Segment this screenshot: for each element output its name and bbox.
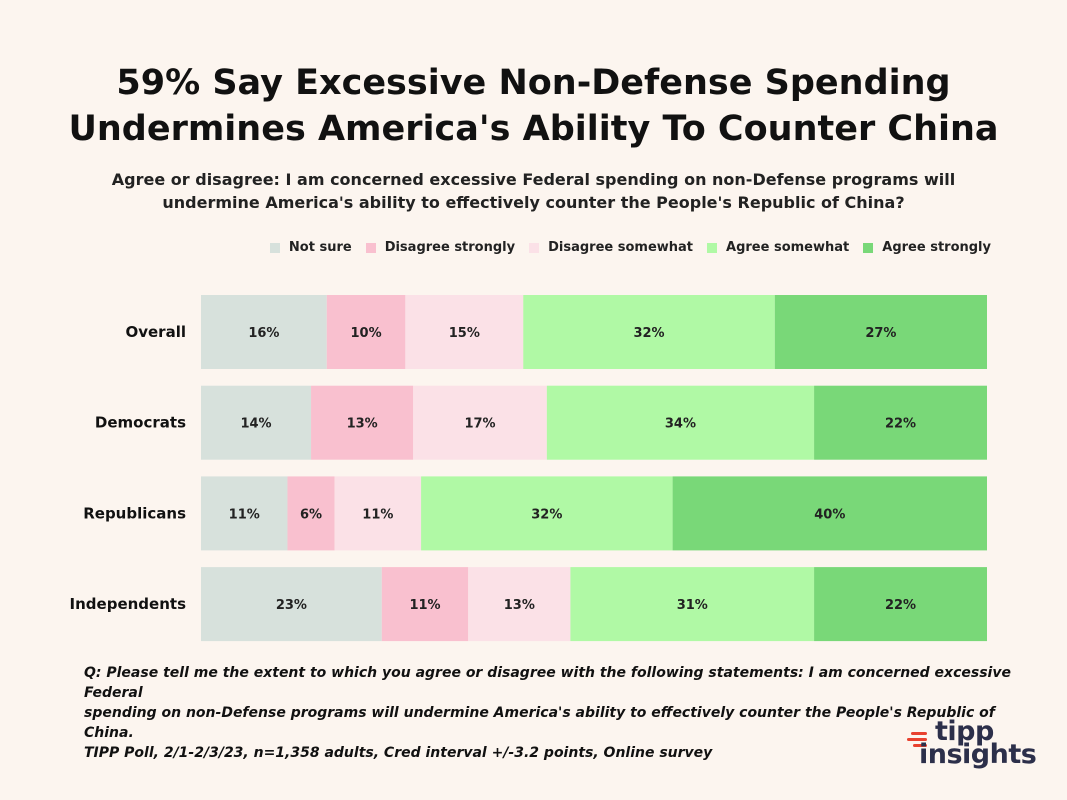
chart-title: 59% Say Excessive Non-Defense Spending U… [0,60,1067,152]
bar-segment-democrats-disagree-strongly [311,385,414,460]
data-label-democrats-agree-somewhat: 34% [665,417,696,432]
bar-segment-republicans-disagree-strongly [287,476,335,551]
bar-segment-democrats-disagree-somewhat [413,385,547,460]
bar-segment-independents-agree-strongly [814,567,987,642]
legend-item-disagree-somewhat: Disagree somewhat [529,240,693,255]
footnote-line-2: spending on non-Defense programs will un… [84,705,995,741]
data-label-republicans-disagree-somewhat: 11% [362,507,393,522]
tipp-insights-logo: tipp insights [907,716,1057,772]
legend-label-agree-somewhat: Agree somewhat [726,240,850,255]
logo-speed-lines-icon [907,726,931,747]
legend-item-agree-strongly: Agree strongly [863,240,991,255]
chart-subtitle-line-1: Agree or disagree: I am concerned excess… [111,170,956,189]
logo-text-insights: insights [919,739,1037,770]
legend-swatch-agree-somewhat [707,242,718,253]
data-label-overall-disagree-somewhat: 15% [449,326,480,341]
bar-segment-overall-not-sure [201,295,327,369]
bar-segment-independents-agree-somewhat [570,567,815,642]
bar-segment-independents-disagree-strongly [381,567,469,642]
data-label-overall-disagree-strongly: 10% [350,326,381,341]
category-label-overall: Overall [125,323,186,341]
logo-text-tipp: tipp [935,716,994,747]
data-label-overall-agree-strongly: 27% [865,326,896,341]
data-label-republicans-agree-somewhat: 32% [531,507,562,522]
data-label-democrats-agree-strongly: 22% [885,417,916,432]
chart-legend: Not sure Disagree strongly Disagree some… [256,240,991,255]
data-label-independents-disagree-strongly: 11% [409,598,440,613]
data-label-overall-agree-somewhat: 32% [633,326,664,341]
legend-swatch-disagree-strongly [365,242,376,253]
legend-item-not-sure: Not sure [269,240,352,255]
bar-segment-overall-disagree-somewhat [405,295,524,369]
legend-label-agree-strongly: Agree strongly [882,240,991,255]
bar-segment-independents-not-sure [201,567,382,642]
data-label-democrats-disagree-strongly: 13% [347,417,378,432]
data-label-independents-agree-somewhat: 31% [677,598,708,613]
chart-title-line-2: Undermines America's Ability To Counter … [68,109,999,149]
bar-segment-independents-disagree-somewhat [468,567,571,642]
legend-label-disagree-strongly: Disagree strongly [384,240,516,255]
legend-label-not-sure: Not sure [288,240,352,255]
legend-item-disagree-strongly: Disagree strongly [365,240,516,255]
bar-segment-democrats-agree-somewhat [546,385,815,460]
bar-segment-republicans-not-sure [201,476,288,551]
bar-segment-republicans-agree-somewhat [421,476,673,551]
chart-title-line-1: 59% Say Excessive Non-Defense Spending [116,63,951,103]
legend-item-agree-somewhat: Agree somewhat [707,240,849,255]
bar-segment-republicans-agree-strongly [672,476,987,551]
category-label-independents: Independents [70,595,187,613]
legend-swatch-agree-strongly [863,242,874,253]
data-label-independents-disagree-somewhat: 13% [504,598,535,613]
bar-segment-republicans-disagree-somewhat [334,476,422,551]
data-label-republicans-agree-strongly: 40% [814,507,845,522]
legend-swatch-disagree-somewhat [529,242,540,253]
chart-subtitle: Agree or disagree: I am concerned excess… [0,168,1067,214]
bar-segment-overall-agree-strongly [774,295,987,369]
legend-label-disagree-somewhat: Disagree somewhat [548,240,694,255]
bar-segment-democrats-agree-strongly [814,385,987,460]
data-label-republicans-not-sure: 11% [229,507,260,522]
data-label-independents-agree-strongly: 22% [885,598,916,613]
data-label-democrats-disagree-somewhat: 17% [464,417,495,432]
bar-segment-democrats-not-sure [201,385,312,460]
footnote-line-1: Q: Please tell me the extent to which yo… [84,665,1011,701]
category-label-republicans: Republicans [83,504,186,522]
legend-swatch-not-sure [269,242,280,253]
data-label-overall-not-sure: 16% [248,326,279,341]
chart-subtitle-line-2: undermine America's ability to effective… [162,193,905,212]
footnote: Q: Please tell me the extent to which yo… [84,663,1014,763]
data-label-democrats-not-sure: 14% [240,417,271,432]
footnote-line-3: TIPP Poll, 2/1-2/3/23, n=1,358 adults, C… [84,745,713,761]
bar-segment-overall-agree-somewhat [523,295,775,369]
category-label-democrats: Democrats [95,414,186,432]
data-label-republicans-disagree-strongly: 6% [300,507,322,522]
data-label-independents-not-sure: 23% [276,598,307,613]
bar-segment-overall-disagree-strongly [326,295,406,369]
